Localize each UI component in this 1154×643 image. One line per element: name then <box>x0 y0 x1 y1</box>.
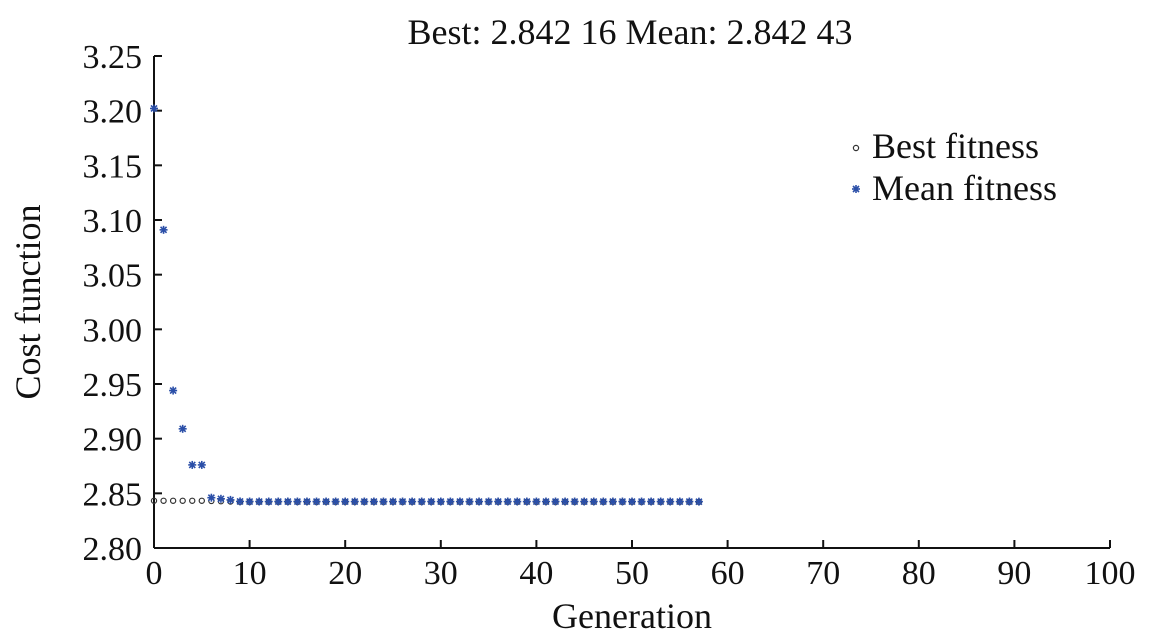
mean-fitness-point <box>159 225 168 234</box>
mean-fitness-point <box>628 497 636 506</box>
chart-title: Best: 2.842 16 Mean: 2.842 43 <box>408 12 853 52</box>
mean-fitness-point <box>197 460 206 469</box>
x-tick-label: 50 <box>615 555 649 592</box>
mean-fitness-point <box>245 497 254 506</box>
mean-fitness-point <box>484 497 493 506</box>
x-tick-label: 30 <box>424 555 458 592</box>
mean-fitness-point <box>541 497 550 506</box>
legend-mean-asterisk-icon <box>852 185 860 193</box>
mean-fitness-point <box>475 497 484 506</box>
mean-fitness-point <box>551 497 560 506</box>
mean-fitness-point <box>561 497 570 506</box>
x-tick-label: 40 <box>519 555 553 592</box>
best-fitness-point <box>160 497 167 504</box>
mean-fitness-point <box>580 497 589 506</box>
mean-fitness-point <box>455 497 464 506</box>
mean-fitness-point <box>513 497 522 506</box>
mean-fitness-point <box>369 497 378 506</box>
mean-fitness-point <box>503 497 512 506</box>
mean-fitness-point <box>255 497 264 506</box>
mean-fitness-point <box>465 497 474 506</box>
y-tick-label: 3.10 <box>83 203 143 240</box>
mean-fitness-point <box>675 497 684 506</box>
mean-fitness-point <box>274 497 283 506</box>
x-tick-label: 20 <box>328 555 362 592</box>
mean-fitness-point <box>608 497 617 506</box>
legend-best-circle-icon <box>852 144 860 152</box>
mean-fitness-point <box>188 460 197 469</box>
mean-fitness-point <box>618 497 627 506</box>
series-mean-fitness <box>150 104 703 506</box>
mean-fitness-point <box>379 497 388 506</box>
y-axis-label: Cost function <box>8 205 48 400</box>
best-fitness-point <box>189 497 196 504</box>
legend-best-label: Best fitness <box>872 126 1039 166</box>
mean-fitness-point <box>360 497 369 506</box>
mean-fitness-point <box>331 497 340 506</box>
mean-fitness-point <box>169 386 178 395</box>
mean-fitness-point <box>322 497 331 506</box>
mean-fitness-point <box>647 497 656 506</box>
y-tick-label: 3.25 <box>83 39 143 76</box>
y-tick-label: 2.85 <box>83 476 143 513</box>
x-tick-label: 70 <box>806 555 840 592</box>
mean-fitness-point <box>599 497 608 506</box>
best-fitness-point <box>169 497 177 504</box>
y-tick-label: 2.80 <box>83 531 143 568</box>
mean-fitness-point <box>494 497 503 506</box>
mean-fitness-point <box>522 497 531 506</box>
legend-mean-marker <box>852 185 860 193</box>
y-tick-label: 2.95 <box>83 367 143 404</box>
mean-fitness-point <box>216 494 225 503</box>
mean-fitness-point <box>666 497 675 506</box>
best-fitness-point <box>198 497 205 504</box>
mean-fitness-point <box>226 495 235 504</box>
x-tick-label: 90 <box>997 555 1031 592</box>
mean-fitness-point <box>637 497 646 506</box>
x-axis-ticks: 0 10 20 30 40 50 60 70 80 90 100 <box>146 540 1136 592</box>
mean-fitness-point <box>685 497 694 506</box>
mean-fitness-point <box>436 497 445 506</box>
x-tick-label: 60 <box>711 555 745 592</box>
mean-fitness-point <box>350 497 359 506</box>
y-tick-label: 3.00 <box>83 312 143 349</box>
mean-fitness-point <box>264 497 273 506</box>
mean-fitness-point <box>207 493 216 502</box>
x-tick-label: 10 <box>233 555 267 592</box>
y-tick-label: 3.20 <box>83 94 143 131</box>
best-fitness-point <box>179 497 186 504</box>
mean-fitness-point <box>150 104 158 113</box>
mean-fitness-point <box>283 497 292 506</box>
mean-fitness-point <box>293 497 302 506</box>
mean-fitness-point <box>236 497 245 506</box>
y-tick-label: 3.05 <box>83 258 143 295</box>
mean-fitness-point <box>694 497 703 506</box>
legend: Best fitness Mean fitness <box>852 126 1057 208</box>
best-fitness-point <box>150 497 158 504</box>
mean-fitness-point <box>417 497 426 506</box>
legend-best-marker <box>852 144 860 152</box>
mean-fitness-point <box>532 497 541 506</box>
mean-fitness-point <box>446 497 455 506</box>
y-tick-label: 2.90 <box>83 422 143 459</box>
mean-fitness-point <box>312 497 321 506</box>
mean-fitness-point <box>398 497 407 506</box>
y-axis-ticks: 2.80 2.85 2.90 2.95 3.00 3.05 3.10 3.15 3.20 3.25 <box>83 39 162 568</box>
x-axis-label: Generation <box>552 596 712 636</box>
mean-fitness-point <box>656 497 665 506</box>
mean-fitness-point <box>178 424 187 433</box>
mean-fitness-point <box>389 497 397 506</box>
mean-fitness-point <box>408 497 417 506</box>
x-tick-label: 0 <box>146 555 163 592</box>
mean-fitness-point <box>570 497 579 506</box>
mean-fitness-point <box>427 497 436 506</box>
x-tick-label: 100 <box>1085 555 1136 592</box>
mean-fitness-point <box>589 497 598 506</box>
x-tick-label: 80 <box>902 555 936 592</box>
mean-fitness-point <box>302 497 311 506</box>
y-tick-label: 3.15 <box>83 148 143 185</box>
mean-fitness-point <box>341 497 350 506</box>
legend-mean-label: Mean fitness <box>872 168 1057 208</box>
